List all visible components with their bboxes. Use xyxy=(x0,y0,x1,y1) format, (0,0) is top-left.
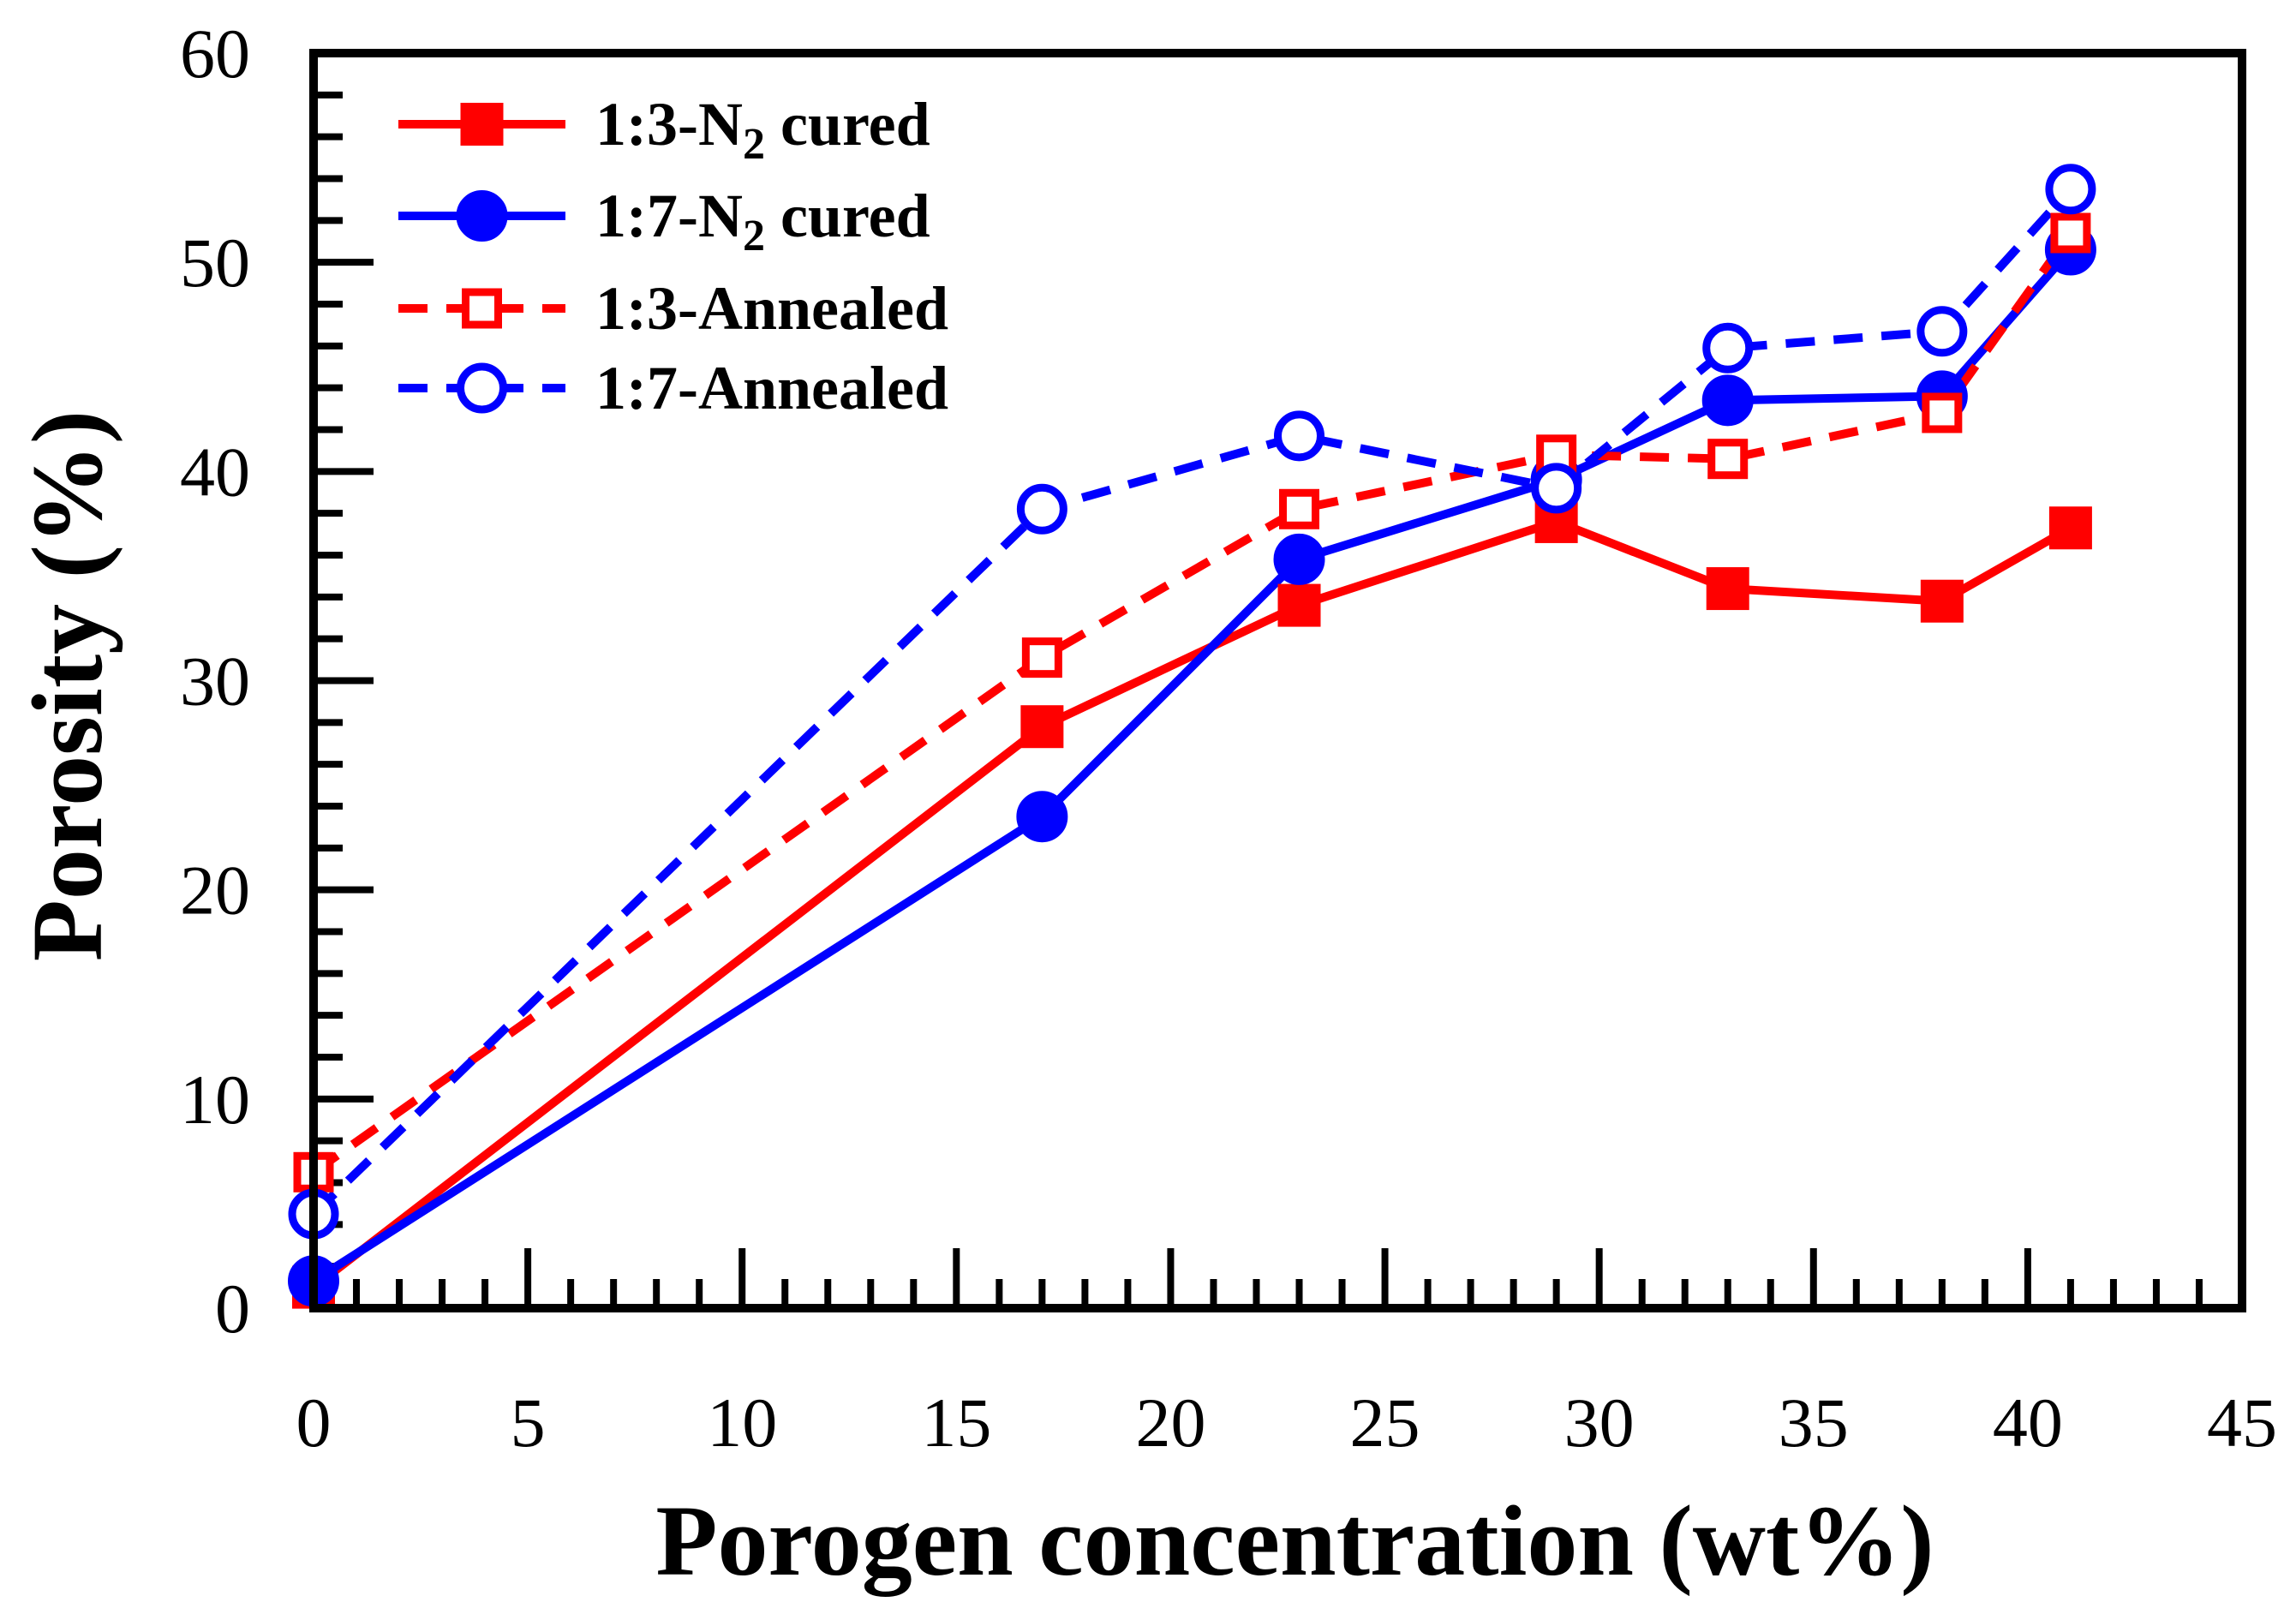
y-tick-label: 40 xyxy=(180,433,250,511)
legend-label: 1:3-N2 cured xyxy=(595,90,930,169)
series-markers xyxy=(288,164,2096,1309)
data-point-1-3-annealed xyxy=(1922,392,1963,433)
data-point-1-3-annealed xyxy=(1021,637,1062,678)
legend-marker xyxy=(460,103,504,146)
data-point-1-7-annealed xyxy=(1916,306,1968,357)
y-axis-title: Porosity (%) xyxy=(11,410,123,961)
data-point-1-3-n2-cured xyxy=(1706,567,1749,611)
legend-entry-1-7-annealed: 1:7-Annealed xyxy=(398,354,948,422)
legend-entry-1-3-annealed: 1:3-Annealed xyxy=(398,274,948,343)
legend-label: 1:7-N2 cured xyxy=(595,182,930,260)
legend-label: 1:3-Annealed xyxy=(595,274,948,343)
x-axis-title: Porogen concentration (wt%) xyxy=(655,1485,1934,1597)
x-tick-label: 20 xyxy=(1135,1384,1205,1462)
legend-marker xyxy=(462,288,502,329)
x-tick-label: 45 xyxy=(2207,1384,2277,1462)
data-point-1-7-n2-cured xyxy=(1016,791,1068,843)
data-point-1-3-annealed xyxy=(2050,212,2091,254)
plot-frame xyxy=(309,49,2246,1312)
data-point-1-7-annealed xyxy=(1016,483,1067,535)
x-tick-label: 25 xyxy=(1350,1384,1420,1462)
legend-marker xyxy=(456,190,508,242)
series-line-1-7-n2-cured xyxy=(311,247,2074,1285)
x-tick-label: 5 xyxy=(511,1384,546,1462)
legend-marker xyxy=(457,362,507,414)
x-tick-label: 0 xyxy=(296,1384,332,1462)
y-tick-label: 10 xyxy=(180,1061,250,1139)
legend-label: 1:7-Annealed xyxy=(595,354,948,422)
legend-entry-1-3-n2-cured: 1:3-N2 cured xyxy=(398,90,930,169)
y-tick-label: 50 xyxy=(180,224,250,302)
minor-ticks xyxy=(314,91,2203,1308)
data-point-1-7-annealed xyxy=(1702,322,1754,374)
series-line-1-7-annealed xyxy=(310,186,2074,1217)
y-tick-label: 30 xyxy=(180,643,250,720)
legend: 1:3-N2 cured 1:7-N2 cured 1:3-Annealed 1:7-… xyxy=(398,90,948,422)
data-point-1-7-n2-cured xyxy=(1701,374,1754,427)
y-tick-label: 0 xyxy=(215,1270,250,1348)
x-tick-label: 40 xyxy=(1993,1384,2063,1462)
data-point-1-3-n2-cured xyxy=(1277,583,1321,627)
series-lines xyxy=(310,186,2074,1291)
series-line-1-3-n2-cured xyxy=(310,517,2073,1291)
x-tick-labels: 0 5 10 15 20 25 30 35 40 45 xyxy=(296,1384,2278,1462)
y-tick-labels: 0 10 20 30 40 50 60 xyxy=(180,15,250,1348)
data-point-1-7-annealed xyxy=(1274,410,1325,462)
series-line-1-3-annealed xyxy=(311,230,2074,1176)
x-tick-label: 35 xyxy=(1779,1384,1849,1462)
data-point-1-7-annealed xyxy=(2045,164,2096,215)
x-tick-label: 15 xyxy=(921,1384,991,1462)
data-point-1-3-annealed xyxy=(1279,488,1320,529)
x-tick-label: 30 xyxy=(1564,1384,1635,1462)
y-tick-label: 20 xyxy=(180,852,250,930)
data-point-1-3-n2-cured xyxy=(1920,579,1964,623)
data-point-1-7-n2-cured xyxy=(1273,533,1325,585)
x-tick-label: 10 xyxy=(707,1384,777,1462)
legend-entry-1-7-n2-cured: 1:7-N2 cured xyxy=(398,182,930,260)
data-point-1-3-annealed xyxy=(1707,439,1749,480)
data-point-1-7-annealed xyxy=(1531,463,1582,514)
y-tick-label: 60 xyxy=(180,15,250,93)
data-point-1-3-n2-cured xyxy=(1020,705,1064,749)
data-point-1-3-n2-cured xyxy=(2048,506,2092,550)
